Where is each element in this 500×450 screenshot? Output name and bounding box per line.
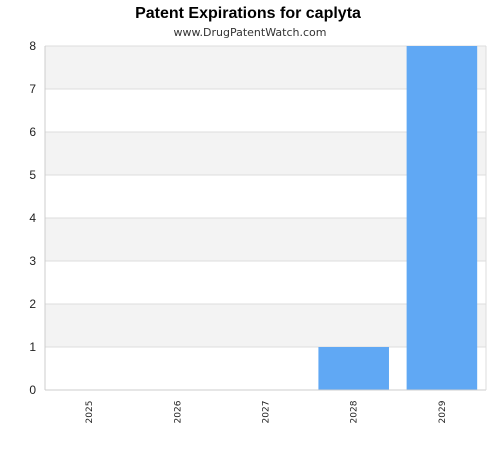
y-tick-label: 2: [29, 297, 36, 311]
y-axis-tick-labels: 0 1 2 3 4 5 6 7 8: [29, 39, 36, 397]
x-tick-label: 2025: [85, 401, 95, 424]
x-tick-label: 2028: [350, 400, 360, 423]
x-tick-label: 2029: [438, 400, 448, 423]
y-tick-label: 4: [29, 211, 36, 225]
bar-2028: [318, 347, 389, 390]
x-tick-label: 2027: [262, 401, 272, 424]
y-tick-label: 6: [29, 125, 36, 139]
y-tick-label: 5: [29, 168, 36, 182]
y-tick-label: 0: [29, 383, 36, 397]
x-axis-tick-labels: 2025 2026 2027 2028 2029: [85, 400, 448, 423]
y-tick-label: 7: [29, 82, 36, 96]
y-tick-label: 8: [29, 39, 36, 53]
chart-title: Patent Expirations for caplyta: [135, 5, 361, 22]
y-tick-label: 1: [29, 340, 36, 354]
chart-subtitle: www.DrugPatentWatch.com: [174, 26, 327, 39]
y-tick-label: 3: [29, 254, 36, 268]
bar-2029: [407, 46, 478, 390]
x-tick-label: 2026: [173, 400, 183, 423]
